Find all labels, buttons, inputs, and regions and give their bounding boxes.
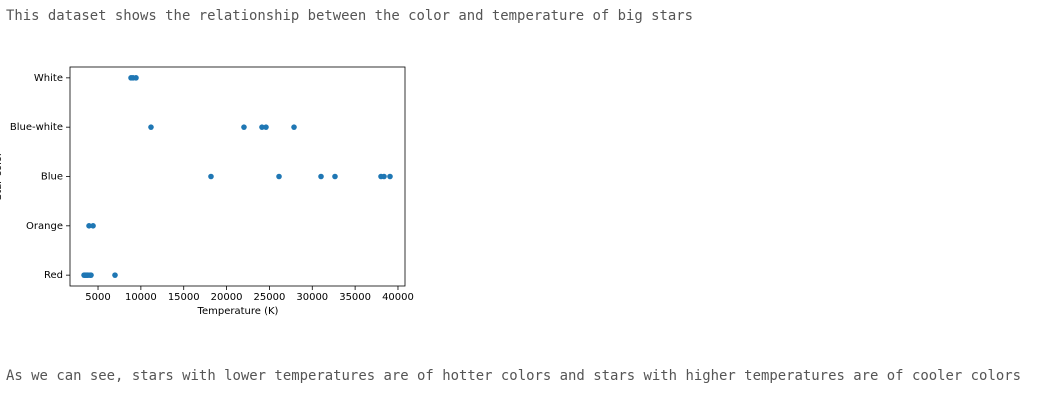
point <box>112 272 118 278</box>
point <box>90 223 96 229</box>
y-tick-label: Orange <box>26 221 63 232</box>
point <box>86 223 92 229</box>
y-tick-label: Red <box>44 270 63 281</box>
intro-text: This dataset shows the relationship betw… <box>6 8 693 24</box>
point <box>276 173 282 180</box>
x-tick-label: 20000 <box>211 292 243 303</box>
y-tick-label: White <box>34 73 63 84</box>
x-axis-label: Temperature (K) <box>197 306 279 317</box>
x-tick-label: 5000 <box>85 292 110 303</box>
x-tick-label: 15000 <box>168 292 200 303</box>
x-tick-label: 30000 <box>296 292 328 303</box>
x-tick-label: 10000 <box>125 292 157 303</box>
point <box>88 272 94 278</box>
y-tick-label: Blue-white <box>10 122 63 133</box>
y-axis-label: Star color <box>0 151 4 200</box>
point <box>387 173 393 180</box>
point <box>133 75 139 81</box>
point <box>208 173 214 180</box>
point <box>318 173 324 180</box>
point <box>241 124 247 130</box>
point <box>381 173 387 180</box>
point <box>148 124 154 130</box>
conclusion-text: As we can see, stars with lower temperat… <box>6 368 1021 384</box>
x-tick-label: 35000 <box>339 292 371 303</box>
x-tick-label: 40000 <box>382 292 414 303</box>
point <box>259 124 265 130</box>
point <box>332 173 338 180</box>
plot-frame <box>69 66 406 287</box>
point <box>291 124 297 130</box>
point <box>263 124 269 130</box>
x-tick-label: 25000 <box>254 292 286 303</box>
y-tick-label: Blue <box>41 172 63 183</box>
